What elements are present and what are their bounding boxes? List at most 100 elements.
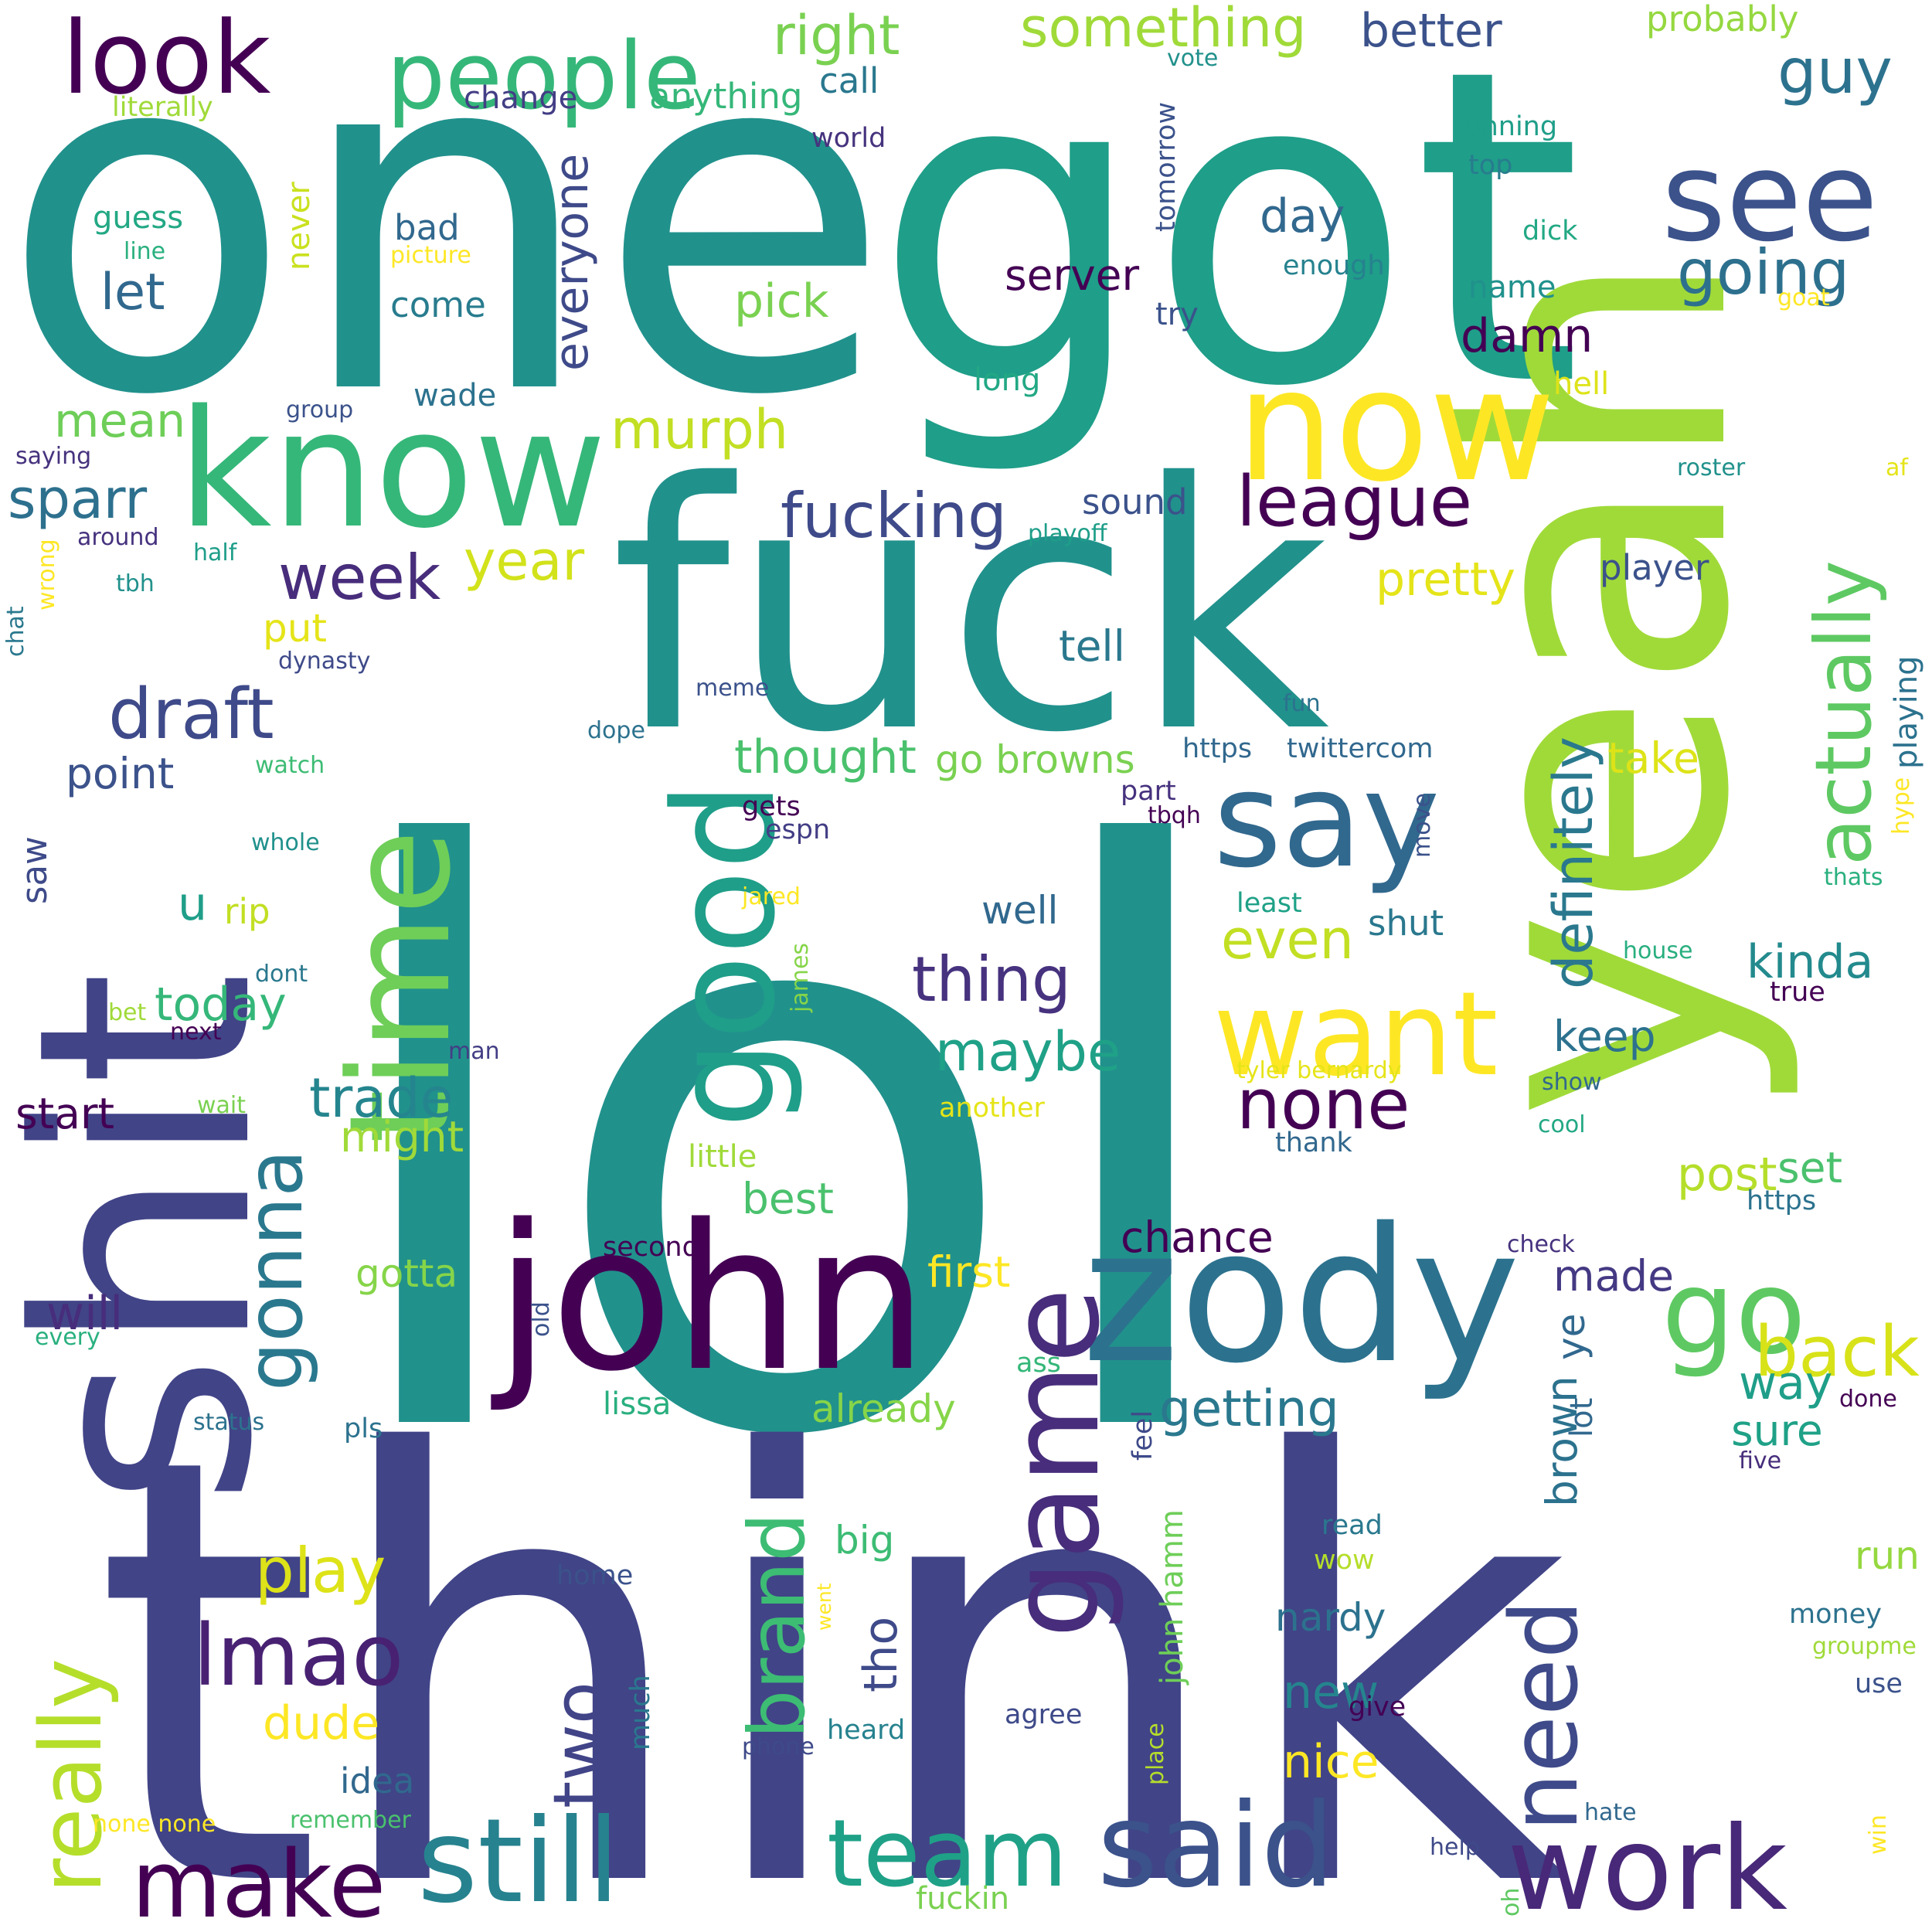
cloud-word-player: player (1600, 547, 1709, 588)
cloud-word-john-hamm: john hamm (1155, 1509, 1190, 1685)
cloud-word-already: already (811, 1386, 956, 1431)
cloud-word-kinda: kinda (1747, 935, 1873, 989)
cloud-word-first: first (927, 1247, 1010, 1297)
cloud-word-damn: damn (1461, 309, 1593, 363)
cloud-word-try: try (1155, 297, 1199, 332)
cloud-word-post: post (1677, 1148, 1777, 1202)
cloud-word-guy: guy (1777, 36, 1893, 107)
cloud-word-roster: roster (1677, 454, 1746, 481)
cloud-word-dick: dick (1522, 216, 1578, 247)
cloud-word-server: server (1005, 250, 1139, 300)
cloud-word-brand: brand (732, 1512, 822, 1739)
cloud-word-league: league (1236, 461, 1472, 543)
cloud-word-need: need (1492, 1600, 1599, 1832)
cloud-word-lissa: lissa (603, 1386, 671, 1422)
cloud-word-zody: zody (1082, 1188, 1520, 1404)
cloud-word-john: john (488, 1182, 928, 1416)
cloud-word-pretty: pretty (1376, 553, 1515, 607)
cloud-word-vote: vote (1167, 45, 1218, 72)
cloud-word-team: team (827, 1801, 1067, 1908)
cloud-word-going: going (1677, 236, 1849, 308)
cloud-word-week: week (278, 542, 441, 614)
cloud-word-heard: heard (827, 1715, 905, 1746)
cloud-word-two: two (539, 1682, 620, 1808)
cloud-word-gotta: gotta (355, 1251, 457, 1296)
cloud-word-look: look (62, 0, 270, 117)
cloud-word-make: make (131, 1832, 386, 1932)
cloud-word-shut: shut (1368, 903, 1444, 944)
cloud-word-better: better (1360, 4, 1502, 58)
cloud-word-definitely: definitely (1542, 736, 1605, 989)
cloud-word-https: https (1182, 733, 1252, 764)
cloud-word-trade: trade (309, 1066, 454, 1130)
cloud-word-running: running (1453, 111, 1557, 142)
cloud-word-still: still (417, 1794, 620, 1929)
cloud-word-went: went (813, 1583, 835, 1631)
cloud-word-mean: mean (54, 394, 185, 448)
cloud-word-next: next (170, 1019, 222, 1046)
cloud-word-dope: dope (587, 717, 645, 744)
cloud-word-lmao: lmao (193, 1606, 403, 1705)
cloud-word-guess: guess (93, 200, 183, 236)
cloud-word-thats: thats (1824, 864, 1883, 891)
cloud-word-point: point (66, 749, 174, 798)
cloud-word-keep: keep (1553, 1012, 1655, 1061)
cloud-word-said: said (1097, 1779, 1335, 1913)
cloud-word-set: set (1777, 1143, 1842, 1192)
cloud-word-everyone: everyone (545, 154, 599, 371)
cloud-word-people: people (386, 23, 701, 131)
cloud-word-read: read (1321, 1510, 1383, 1541)
cloud-word-tho: tho (854, 1617, 908, 1692)
cloud-word-literally: literally (112, 92, 213, 123)
cloud-word-u: u (178, 877, 207, 931)
cloud-word-fuck: fuck (611, 411, 1330, 807)
cloud-word-true: true (1770, 977, 1825, 1008)
cloud-word-fuckin: fuckin (916, 1881, 1009, 1917)
cloud-word-thought: thought (734, 730, 917, 784)
cloud-word-think: think (93, 1334, 1571, 1932)
cloud-word-every: every (35, 1324, 100, 1351)
cloud-word-tell: tell (1059, 621, 1125, 671)
cloud-word-dynasty: dynasty (278, 648, 370, 675)
cloud-word-say: say (1213, 744, 1440, 897)
cloud-word-man: man (448, 1038, 500, 1065)
cloud-word-tyler-bernardy: tyler bernardy (1236, 1057, 1402, 1084)
cloud-word-pick: pick (734, 274, 829, 328)
cloud-word-agree: agree (1005, 1699, 1082, 1730)
cloud-word-playing: playing (1889, 655, 1924, 769)
cloud-word-change: change (464, 80, 577, 116)
cloud-word-year: year (464, 529, 584, 593)
cloud-word-line: line (124, 238, 165, 265)
cloud-word-old: old (528, 1301, 555, 1337)
cloud-word-way: way (1739, 1356, 1832, 1410)
cloud-word-least: least (1236, 888, 1302, 919)
cloud-word-watch: watch (255, 752, 325, 779)
cloud-word-dude: dude (263, 1696, 379, 1750)
cloud-word-new: new (1283, 1665, 1379, 1719)
cloud-word-show: show (1542, 1069, 1602, 1096)
cloud-word-tomorrow: tomorrow (1151, 102, 1182, 232)
cloud-word-move: move (1409, 793, 1436, 858)
cloud-word-another: another (939, 1093, 1045, 1124)
cloud-word-group: group (286, 396, 353, 423)
cloud-word-done: done (1839, 1386, 1897, 1413)
cloud-word-draft: draft (108, 674, 274, 755)
cloud-word-https: https (1747, 1185, 1816, 1216)
cloud-word-house: house (1623, 937, 1692, 964)
cloud-word-playoff: playoff (1028, 520, 1108, 547)
cloud-word-sure: sure (1731, 1406, 1823, 1455)
cloud-word-start: start (15, 1089, 114, 1138)
cloud-word-long: long (974, 362, 1040, 398)
cloud-word-gonna: gonna (230, 1149, 320, 1391)
cloud-word-thing: thing (912, 944, 1071, 1015)
cloud-word-saw: saw (14, 836, 55, 904)
cloud-word-take: take (1607, 733, 1699, 783)
cloud-word-fun: fun (1283, 690, 1321, 717)
cloud-word-espn: espn (765, 815, 830, 845)
cloud-word-play: play (255, 1535, 386, 1607)
cloud-word-something: something (1020, 0, 1307, 60)
cloud-word-probably: probably (1646, 0, 1798, 39)
cloud-word-dont: dont (255, 961, 308, 988)
cloud-word-little: little (688, 1139, 757, 1175)
